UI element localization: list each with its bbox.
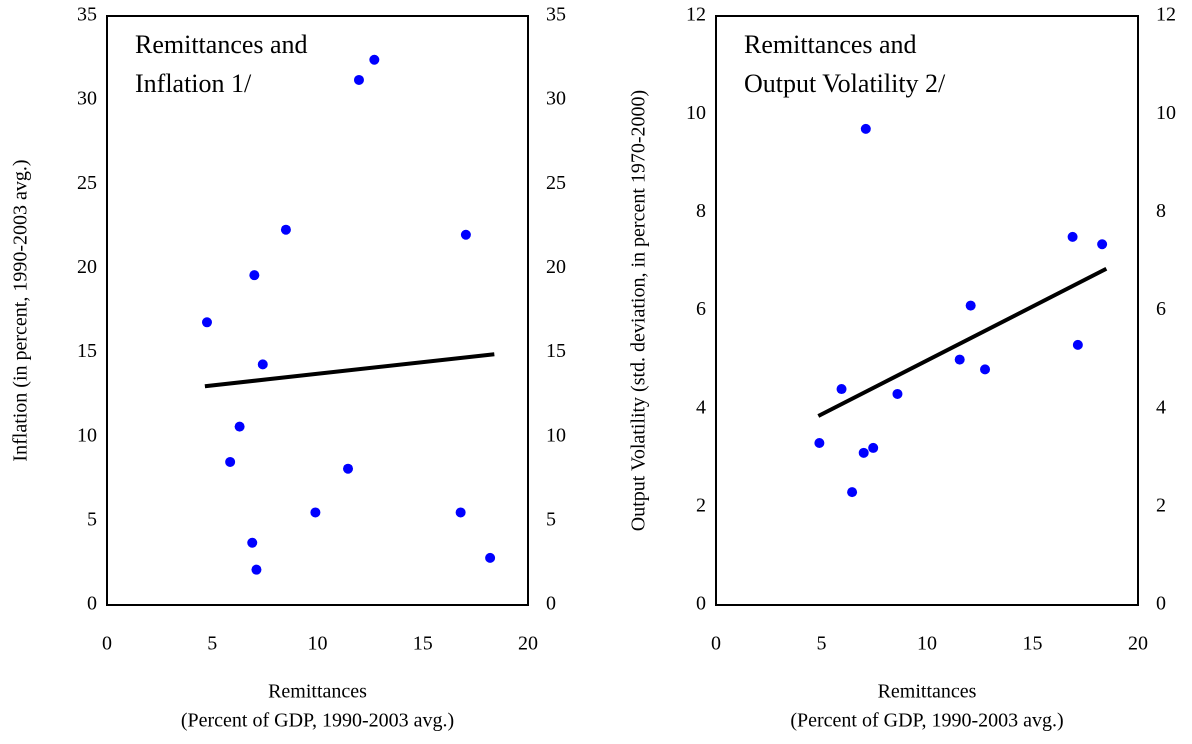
y-axis-label: Output Volatility (std. deviation, in pe… bbox=[628, 90, 650, 531]
x-tick-label: 20 bbox=[1128, 633, 1148, 655]
x-tick-label: 15 bbox=[413, 633, 433, 655]
x-axis-label: (Percent of GDP, 1990-2003 avg.) bbox=[790, 710, 1063, 732]
y2-tick-label: 35 bbox=[546, 4, 566, 26]
point bbox=[836, 384, 847, 395]
point bbox=[847, 487, 858, 498]
y-tick-label: 4 bbox=[696, 396, 706, 418]
x-tick-label: 0 bbox=[711, 633, 721, 655]
y2-tick-label: 15 bbox=[546, 340, 566, 362]
x-tick-label: 15 bbox=[1023, 633, 1043, 655]
y2-tick-label: 0 bbox=[546, 593, 556, 615]
y-tick-label: 25 bbox=[77, 172, 97, 194]
x-tick-label: 5 bbox=[817, 633, 827, 655]
point bbox=[485, 552, 496, 563]
y2-tick-label: 0 bbox=[1156, 593, 1166, 615]
point bbox=[225, 456, 236, 467]
y2-tick-label: 2 bbox=[1156, 494, 1166, 516]
plot-frame bbox=[715, 15, 1139, 606]
point bbox=[858, 447, 869, 458]
y2-tick-label: 4 bbox=[1156, 396, 1166, 418]
y-tick-label: 10 bbox=[686, 102, 706, 124]
point bbox=[868, 442, 879, 453]
trend-line bbox=[204, 352, 495, 389]
y2-tick-label: 30 bbox=[546, 88, 566, 110]
point bbox=[249, 270, 260, 281]
point bbox=[860, 123, 871, 134]
point bbox=[251, 564, 262, 575]
point bbox=[455, 507, 466, 518]
y-tick-label: 0 bbox=[696, 593, 706, 615]
y2-tick-label: 8 bbox=[1156, 200, 1166, 222]
x-axis-label: Remittances bbox=[878, 681, 977, 703]
point bbox=[234, 421, 245, 432]
x-axis-label: (Percent of GDP, 1990-2003 avg.) bbox=[181, 710, 454, 732]
trend-line bbox=[817, 266, 1108, 418]
x-tick-label: 10 bbox=[917, 633, 937, 655]
y2-tick-label: 25 bbox=[546, 172, 566, 194]
chart-title: Remittances and bbox=[744, 30, 917, 59]
y2-tick-label: 12 bbox=[1156, 4, 1176, 26]
point bbox=[1072, 339, 1083, 350]
y-tick-label: 5 bbox=[87, 508, 97, 530]
y-tick-label: 12 bbox=[686, 4, 706, 26]
y2-tick-label: 6 bbox=[1156, 298, 1166, 320]
point bbox=[343, 463, 354, 474]
point bbox=[954, 354, 965, 365]
point bbox=[247, 537, 258, 548]
point bbox=[892, 388, 903, 399]
x-tick-label: 0 bbox=[102, 633, 112, 655]
point bbox=[460, 229, 471, 240]
chart-title: Inflation 1/ bbox=[135, 69, 252, 98]
y-tick-label: 15 bbox=[77, 340, 97, 362]
y-tick-label: 6 bbox=[696, 298, 706, 320]
point bbox=[369, 54, 380, 65]
x-axis-label: Remittances bbox=[268, 681, 367, 703]
y-tick-label: 20 bbox=[77, 256, 97, 278]
y-axis-label: Inflation (in percent, 1990-2003 avg.) bbox=[10, 159, 32, 461]
point bbox=[257, 359, 268, 370]
y-tick-label: 0 bbox=[87, 593, 97, 615]
point bbox=[965, 300, 976, 311]
chart-title: Remittances and bbox=[135, 30, 308, 59]
point bbox=[353, 74, 364, 85]
point bbox=[280, 224, 291, 235]
x-tick-label: 20 bbox=[518, 633, 538, 655]
point bbox=[310, 507, 321, 518]
y2-tick-label: 20 bbox=[546, 256, 566, 278]
y-tick-label: 2 bbox=[696, 494, 706, 516]
y2-tick-label: 10 bbox=[1156, 102, 1176, 124]
y-tick-label: 8 bbox=[696, 200, 706, 222]
point bbox=[980, 364, 991, 375]
x-tick-label: 5 bbox=[207, 633, 217, 655]
y2-tick-label: 5 bbox=[546, 508, 556, 530]
point bbox=[1097, 239, 1108, 250]
y-tick-label: 35 bbox=[77, 4, 97, 26]
plot-frame bbox=[106, 15, 529, 606]
y2-tick-label: 10 bbox=[546, 424, 566, 446]
x-tick-label: 10 bbox=[308, 633, 328, 655]
y-tick-label: 10 bbox=[77, 424, 97, 446]
point bbox=[814, 438, 825, 449]
point bbox=[201, 317, 212, 328]
y-tick-label: 30 bbox=[77, 88, 97, 110]
point bbox=[1067, 231, 1078, 242]
chart-title: Output Volatility 2/ bbox=[744, 69, 946, 98]
